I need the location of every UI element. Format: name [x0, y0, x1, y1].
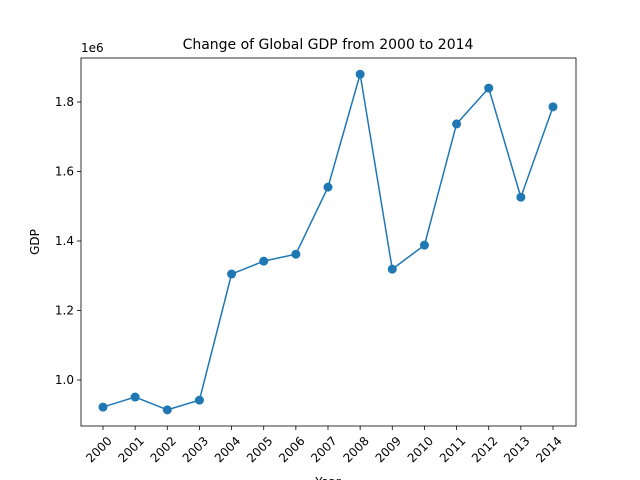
- point: [227, 269, 237, 279]
- y-tick-label: 1.0: [55, 373, 74, 387]
- y-tick-label: 1.4: [55, 234, 74, 248]
- point: [548, 102, 558, 112]
- y-tick-label: 1.6: [55, 164, 74, 178]
- point: [291, 249, 301, 259]
- point: [419, 240, 429, 250]
- point: [194, 395, 204, 405]
- chart-title: Change of Global GDP from 2000 to 2014: [183, 37, 474, 53]
- point: [323, 182, 333, 192]
- y-tick-label: 1.2: [55, 303, 74, 317]
- y-axis-label: GDP: [28, 229, 42, 255]
- point: [130, 392, 140, 402]
- point: [98, 402, 108, 412]
- plot-frame: [80, 57, 577, 427]
- point: [452, 119, 462, 129]
- point: [484, 83, 494, 93]
- point: [516, 192, 526, 202]
- point: [162, 405, 172, 415]
- point: [259, 256, 269, 266]
- point: [355, 69, 365, 79]
- x-axis-label: Year: [314, 475, 340, 480]
- point: [387, 264, 397, 274]
- y-tick-label: 1.8: [55, 95, 74, 109]
- y-offset-label: 1e6: [81, 41, 104, 55]
